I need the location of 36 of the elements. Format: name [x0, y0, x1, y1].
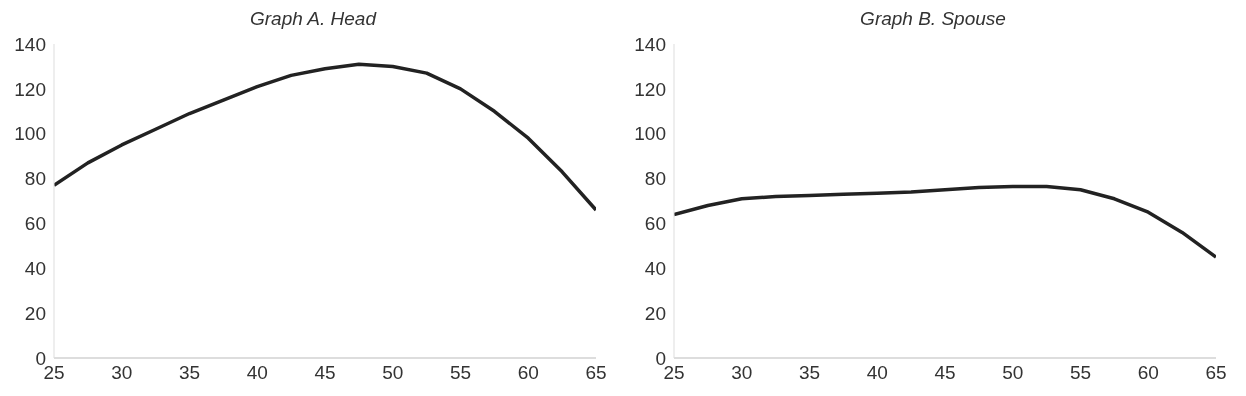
x-tick-label: 55: [449, 362, 472, 384]
y-tick-label: 0: [35, 347, 46, 369]
x-tick-label: 60: [517, 362, 539, 384]
x-tick-label: 40: [866, 362, 888, 384]
y-tick-label: 140: [14, 33, 46, 55]
y-tick-label: 100: [634, 123, 666, 145]
x-tick-label: 50: [382, 362, 404, 384]
y-tick-label: 100: [14, 123, 46, 145]
y-tick-label: 120: [634, 78, 666, 100]
y-tick-label: 20: [644, 302, 666, 324]
x-tick-label: 65: [1205, 362, 1227, 384]
line-series: [54, 62, 596, 212]
x-tick-label: 35: [178, 362, 201, 384]
chart-title: Graph B. Spouse: [859, 8, 1007, 31]
line-series: [674, 184, 1216, 259]
chart-title: Graph A. Head: [248, 8, 378, 31]
y-tick-label: 40: [24, 258, 46, 280]
y-tick-label: 20: [24, 302, 46, 324]
y-tick-label: 60: [24, 213, 46, 235]
y-tick-label: 40: [644, 258, 666, 280]
x-tick-label: 40: [246, 362, 268, 384]
x-tick-label: 30: [731, 362, 753, 384]
y-tick-label: 60: [644, 213, 666, 235]
y-tick-label: 140: [634, 33, 666, 55]
x-tick-label: 65: [585, 362, 607, 384]
y-tick-label: 80: [644, 168, 666, 190]
x-tick-label: 60: [1137, 362, 1159, 384]
y-tick-label: 120: [14, 78, 46, 100]
y-tick-label: 80: [24, 168, 46, 190]
x-tick-label: 55: [1069, 362, 1092, 384]
x-tick-label: 50: [1002, 362, 1024, 384]
x-tick-label: 35: [798, 362, 821, 384]
x-tick-label: 45: [314, 362, 336, 384]
y-tick-label: 0: [655, 347, 666, 369]
x-tick-label: 45: [934, 362, 956, 384]
x-tick-label: 30: [111, 362, 133, 384]
